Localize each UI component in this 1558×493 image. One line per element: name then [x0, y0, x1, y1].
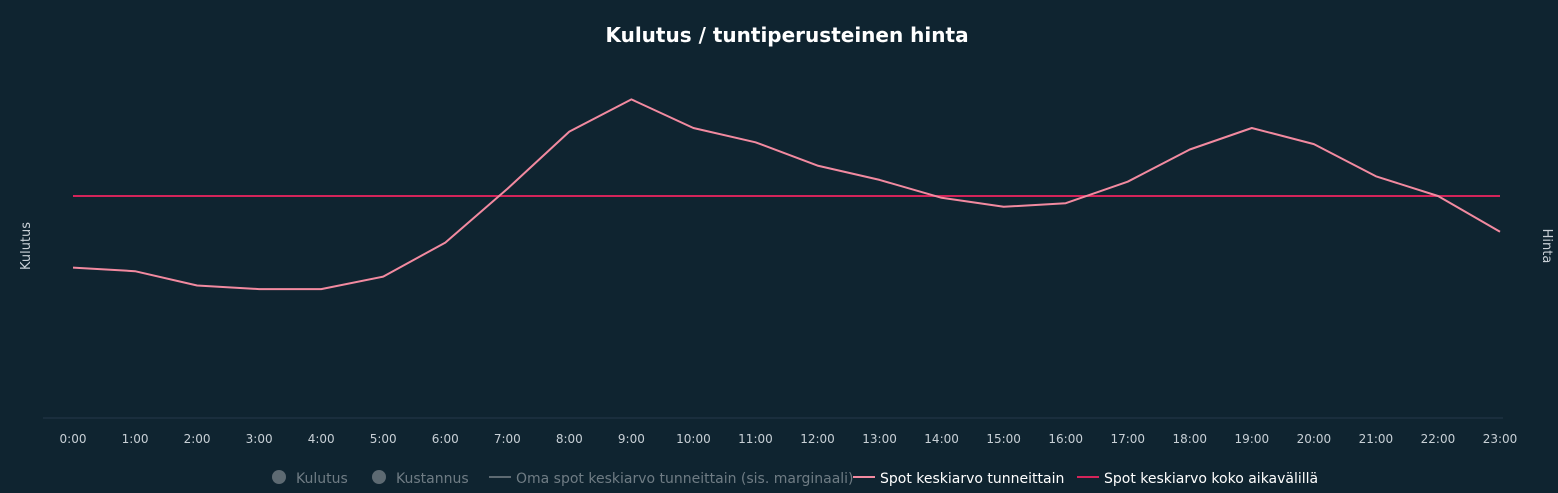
- x-tick-label: 22:00: [1421, 432, 1456, 446]
- legend-label: Kustannus: [396, 471, 469, 487]
- x-tick-label: 14:00: [924, 432, 959, 446]
- series-line-hourly-spot: [72, 98, 1501, 291]
- y-axis-right-title: Hinta: [1539, 229, 1554, 264]
- x-tick-label: 7:00: [494, 432, 521, 446]
- x-tick-label: 5:00: [370, 432, 397, 446]
- legend-label: Oma spot keskiarvo tunneittain (sis. mar…: [516, 471, 854, 487]
- x-tick-label: 17:00: [1110, 432, 1145, 446]
- x-tick-label: 20:00: [1297, 432, 1332, 446]
- x-tick-label: 12:00: [800, 432, 835, 446]
- legend-label: Spot keskiarvo koko aikavälillä: [1104, 471, 1318, 487]
- y-axis-left-title: Kulutus: [19, 222, 34, 270]
- x-tick-label: 4:00: [308, 432, 335, 446]
- legend-label: Spot keskiarvo tunneittain: [880, 471, 1064, 487]
- x-tick-label: 15:00: [986, 432, 1021, 446]
- legend-item[interactable]: Kulutus: [272, 470, 348, 487]
- x-tick-label: 19:00: [1235, 432, 1270, 446]
- legend-symbol-circle: [372, 470, 386, 484]
- x-tick-label: 10:00: [676, 432, 711, 446]
- legend-item[interactable]: Spot keskiarvo koko aikavälillä: [1077, 471, 1318, 487]
- chart-title: Kulutus / tuntiperusteinen hinta: [605, 23, 968, 47]
- x-tick-label: 23:00: [1483, 432, 1518, 446]
- x-axis-ticks: 0:00 1:00 2:00 3:00 4:00 5:00 6:00 7:00 8:00 9:00…: [60, 432, 1518, 446]
- x-tick-label: 16:00: [1048, 432, 1083, 446]
- legend-label: Kulutus: [296, 471, 348, 487]
- x-tick-label: 6:00: [432, 432, 459, 446]
- legend-item[interactable]: Spot keskiarvo tunneittain: [853, 471, 1064, 487]
- x-tick-label: 18:00: [1172, 432, 1207, 446]
- x-tick-label: 9:00: [618, 432, 645, 446]
- legend-item[interactable]: Kustannus: [372, 470, 469, 487]
- x-tick-label: 3:00: [246, 432, 273, 446]
- legend-symbol-circle: [272, 470, 286, 484]
- x-tick-label: 13:00: [862, 432, 897, 446]
- legend-item[interactable]: Oma spot keskiarvo tunneittain (sis. mar…: [489, 471, 854, 487]
- x-tick-label: 2:00: [184, 432, 211, 446]
- x-tick-label: 0:00: [60, 432, 87, 446]
- x-tick-label: 11:00: [738, 432, 773, 446]
- series-group: [72, 98, 1501, 291]
- legend: Kulutus Kustannus Oma spot keskiarvo tunne…: [272, 470, 1318, 487]
- x-tick-label: 8:00: [556, 432, 583, 446]
- x-tick-label: 1:00: [122, 432, 149, 446]
- x-tick-label: 21:00: [1359, 432, 1394, 446]
